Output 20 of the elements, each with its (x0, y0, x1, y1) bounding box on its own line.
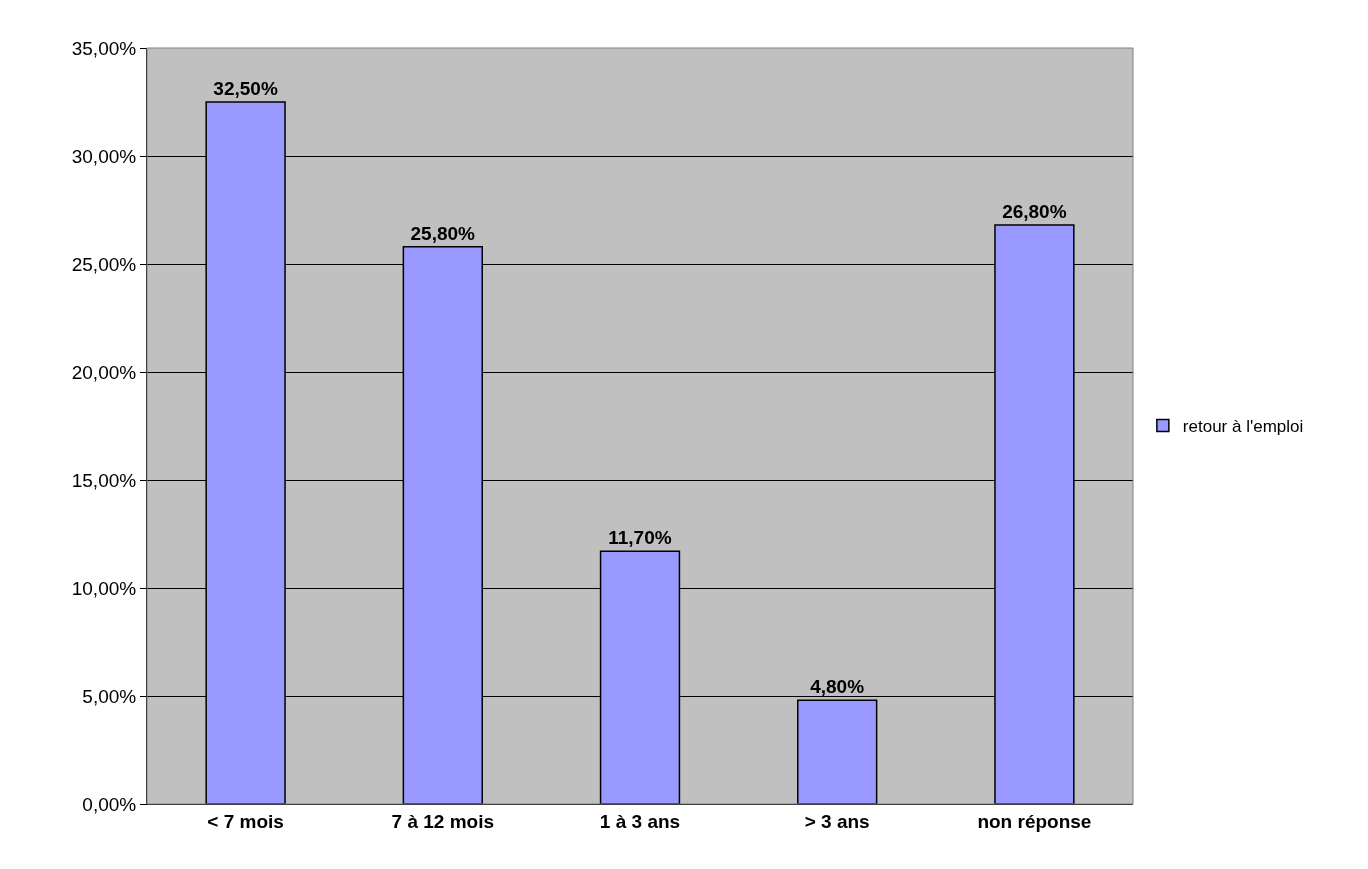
legend-label: retour à l'emploi (1182, 417, 1304, 437)
bar (797, 699, 878, 804)
data-label: 25,80% (410, 222, 476, 244)
y-tick-label: 15,00% (71, 469, 137, 491)
x-tick-label: non réponse (977, 810, 1092, 832)
y-tick-label: 5,00% (82, 685, 137, 707)
x-tick-label: 1 à 3 ans (599, 810, 681, 832)
y-tick-label: 25,00% (71, 253, 137, 275)
x-tick-label: > 3 ans (804, 810, 870, 832)
y-tick-label: 20,00% (71, 361, 137, 383)
x-tick-label: 7 à 12 mois (391, 810, 495, 832)
data-label: 26,80% (1002, 201, 1067, 223)
y-tick-label: 35,00% (71, 37, 137, 59)
data-label: 11,70% (608, 527, 672, 549)
data-label: 4,80% (810, 676, 865, 698)
data-label: 32,50% (213, 78, 278, 99)
y-tick-label: 0,00% (82, 793, 137, 815)
x-tick-label: < 7 mois (207, 810, 284, 832)
y-tick-label: 30,00% (71, 145, 137, 167)
y-tick-label: 10,00% (71, 577, 137, 599)
